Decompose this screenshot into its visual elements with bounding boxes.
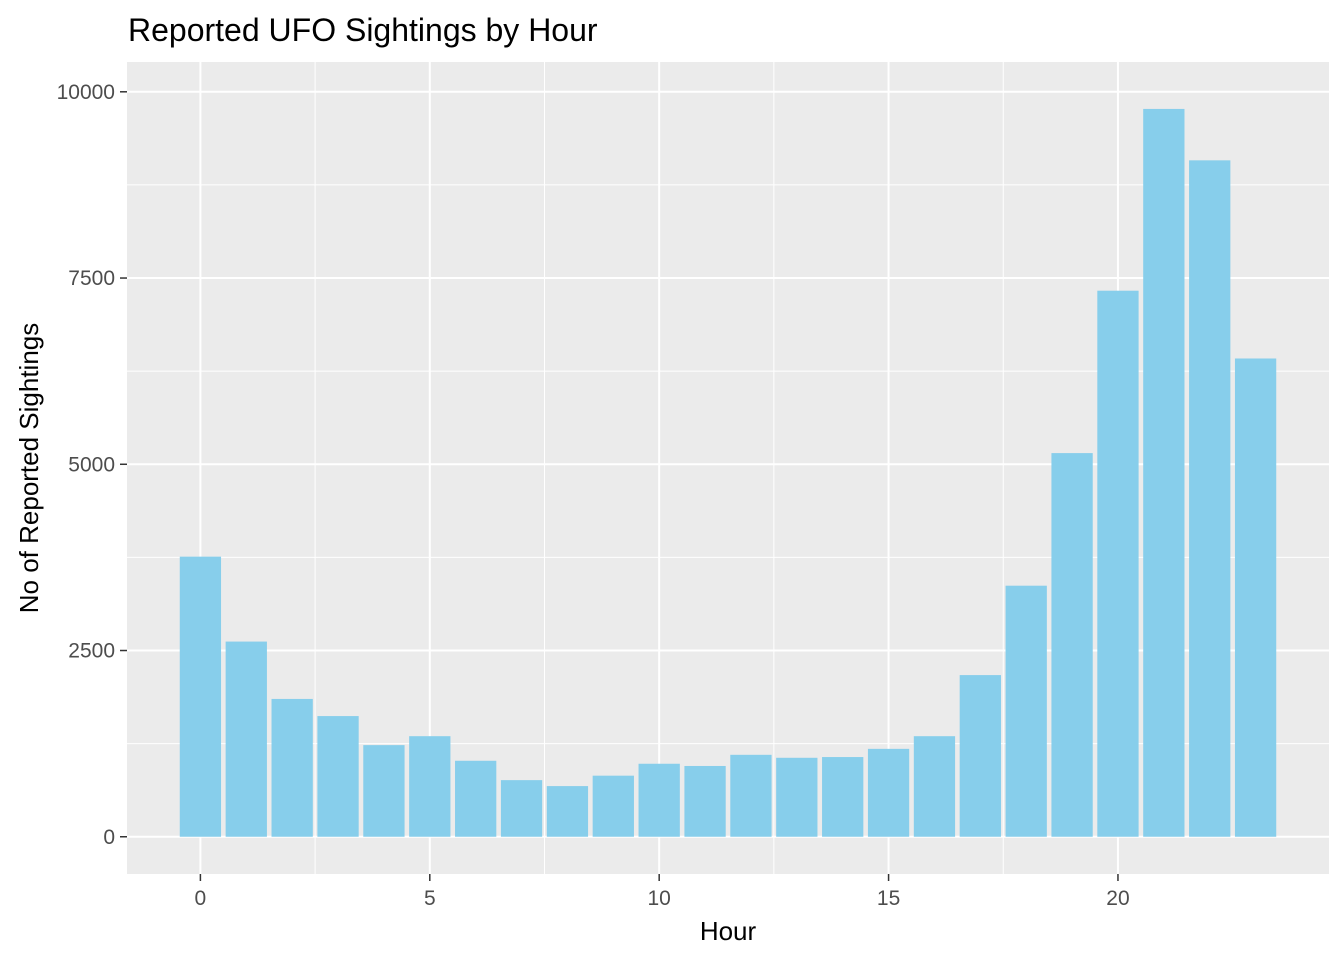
bar bbox=[730, 754, 772, 837]
y-tick-label: 7500 bbox=[68, 267, 115, 290]
bar bbox=[1097, 290, 1139, 837]
y-axis-title: No of Reported Sightings bbox=[14, 323, 44, 614]
bar bbox=[409, 736, 451, 837]
bar bbox=[638, 763, 680, 837]
bar bbox=[455, 760, 497, 837]
bar bbox=[500, 780, 543, 837]
bar bbox=[913, 736, 956, 837]
chart-title: Reported UFO Sightings by Hour bbox=[128, 12, 598, 48]
bar bbox=[271, 698, 313, 837]
bar bbox=[684, 765, 726, 837]
x-axis-title: Hour bbox=[700, 916, 757, 946]
bars bbox=[179, 108, 1277, 837]
x-tick-label: 15 bbox=[877, 887, 900, 910]
bar bbox=[822, 757, 864, 837]
x-tick-label: 10 bbox=[648, 887, 671, 910]
bar bbox=[225, 641, 267, 837]
x-tick-label: 20 bbox=[1106, 887, 1129, 910]
x-tick-label: 0 bbox=[195, 887, 207, 910]
x-axis: 0 5 10 15 20 bbox=[195, 874, 1130, 910]
y-axis: 0 2500 5000 7500 10000 bbox=[57, 81, 127, 849]
bar bbox=[959, 675, 1001, 837]
y-tick-label: 0 bbox=[103, 826, 115, 849]
bar bbox=[1005, 585, 1047, 837]
bar bbox=[1051, 453, 1093, 837]
bar bbox=[179, 556, 222, 837]
bar bbox=[776, 757, 818, 837]
bar bbox=[1189, 160, 1231, 837]
bar bbox=[363, 745, 405, 837]
bar bbox=[1234, 358, 1277, 837]
bar bbox=[546, 786, 589, 837]
bar bbox=[317, 716, 359, 837]
bar bbox=[867, 748, 910, 837]
y-tick-label: 5000 bbox=[68, 453, 115, 476]
bar bbox=[1143, 108, 1185, 837]
y-tick-label: 2500 bbox=[68, 640, 115, 663]
x-tick-label: 5 bbox=[424, 887, 436, 910]
y-tick-label: 10000 bbox=[57, 81, 115, 104]
bar bbox=[592, 775, 634, 837]
